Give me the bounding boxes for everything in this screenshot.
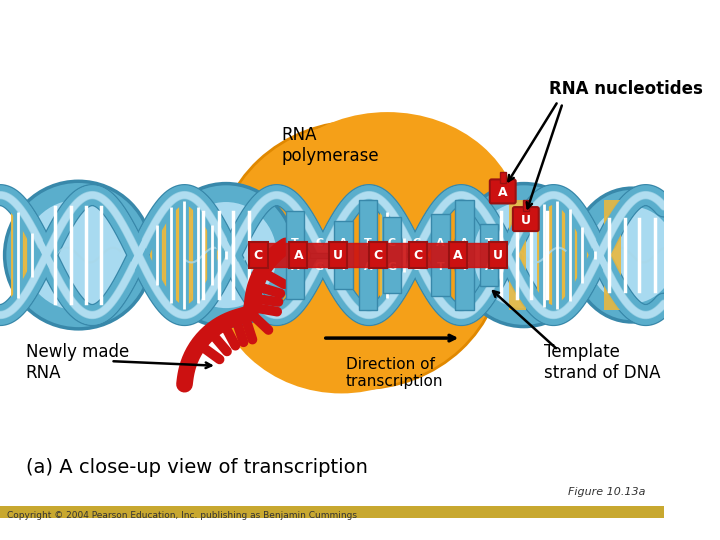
Ellipse shape [175,202,276,308]
FancyBboxPatch shape [310,253,328,258]
Text: A: A [460,238,469,248]
Text: Direction of
transcription: Direction of transcription [346,356,444,389]
Text: C: C [388,238,396,248]
Text: A: A [498,186,508,199]
Text: Template
strand of DNA: Template strand of DNA [544,343,661,381]
FancyBboxPatch shape [513,207,539,231]
FancyBboxPatch shape [249,242,268,268]
Ellipse shape [217,122,503,389]
Text: A: A [291,262,300,272]
Text: C: C [253,248,263,261]
Text: T: T [364,238,372,248]
FancyBboxPatch shape [489,242,508,268]
Text: T: T [461,262,469,272]
FancyBboxPatch shape [409,242,428,268]
Text: T: T [436,262,444,272]
Text: (a) A close-up view of transcription: (a) A close-up view of transcription [26,458,368,477]
Text: G: G [315,262,324,272]
Text: A: A [364,262,372,272]
FancyBboxPatch shape [490,179,516,204]
Ellipse shape [455,184,593,327]
Text: U: U [493,248,503,261]
Text: RNA nucleotides: RNA nucleotides [549,80,703,98]
FancyBboxPatch shape [334,221,353,289]
FancyBboxPatch shape [431,214,450,296]
Text: RNA
polymerase: RNA polymerase [282,126,379,165]
Text: G: G [412,262,420,272]
Text: Copyright © 2004 Pearson Education, Inc. publishing as Benjamin Cummings: Copyright © 2004 Pearson Education, Inc.… [7,511,357,519]
FancyBboxPatch shape [286,211,305,299]
Ellipse shape [253,112,521,343]
FancyBboxPatch shape [369,242,387,268]
Text: A: A [454,248,463,261]
FancyBboxPatch shape [329,242,348,268]
Bar [500,172,505,183]
Text: C: C [374,248,383,261]
Text: T: T [292,238,299,248]
Text: C: C [412,238,420,248]
Text: G: G [387,262,397,272]
Ellipse shape [473,202,575,308]
Text: C: C [413,248,423,261]
FancyBboxPatch shape [449,242,467,268]
Text: Newly made
RNA: Newly made RNA [26,343,129,381]
Text: U: U [333,248,343,261]
Ellipse shape [212,153,470,394]
FancyBboxPatch shape [407,253,426,258]
FancyBboxPatch shape [289,242,307,268]
Text: C: C [315,238,323,248]
FancyBboxPatch shape [383,217,401,293]
FancyBboxPatch shape [480,225,498,286]
Ellipse shape [157,184,295,327]
Bar [604,200,621,310]
Text: U: U [521,213,531,226]
Text: A: A [339,238,348,248]
Ellipse shape [23,200,134,310]
Text: T: T [340,262,348,272]
Text: T: T [485,238,492,248]
Bar [523,200,528,211]
Ellipse shape [572,188,692,322]
FancyBboxPatch shape [456,200,474,310]
Text: A: A [436,238,445,248]
FancyBboxPatch shape [359,200,377,310]
Text: A: A [294,248,303,261]
Text: A: A [485,262,493,272]
Text: Figure 10.13a: Figure 10.13a [568,487,646,497]
Ellipse shape [588,207,675,303]
Ellipse shape [4,181,152,329]
Bar [509,200,526,310]
Bar [0,506,664,518]
